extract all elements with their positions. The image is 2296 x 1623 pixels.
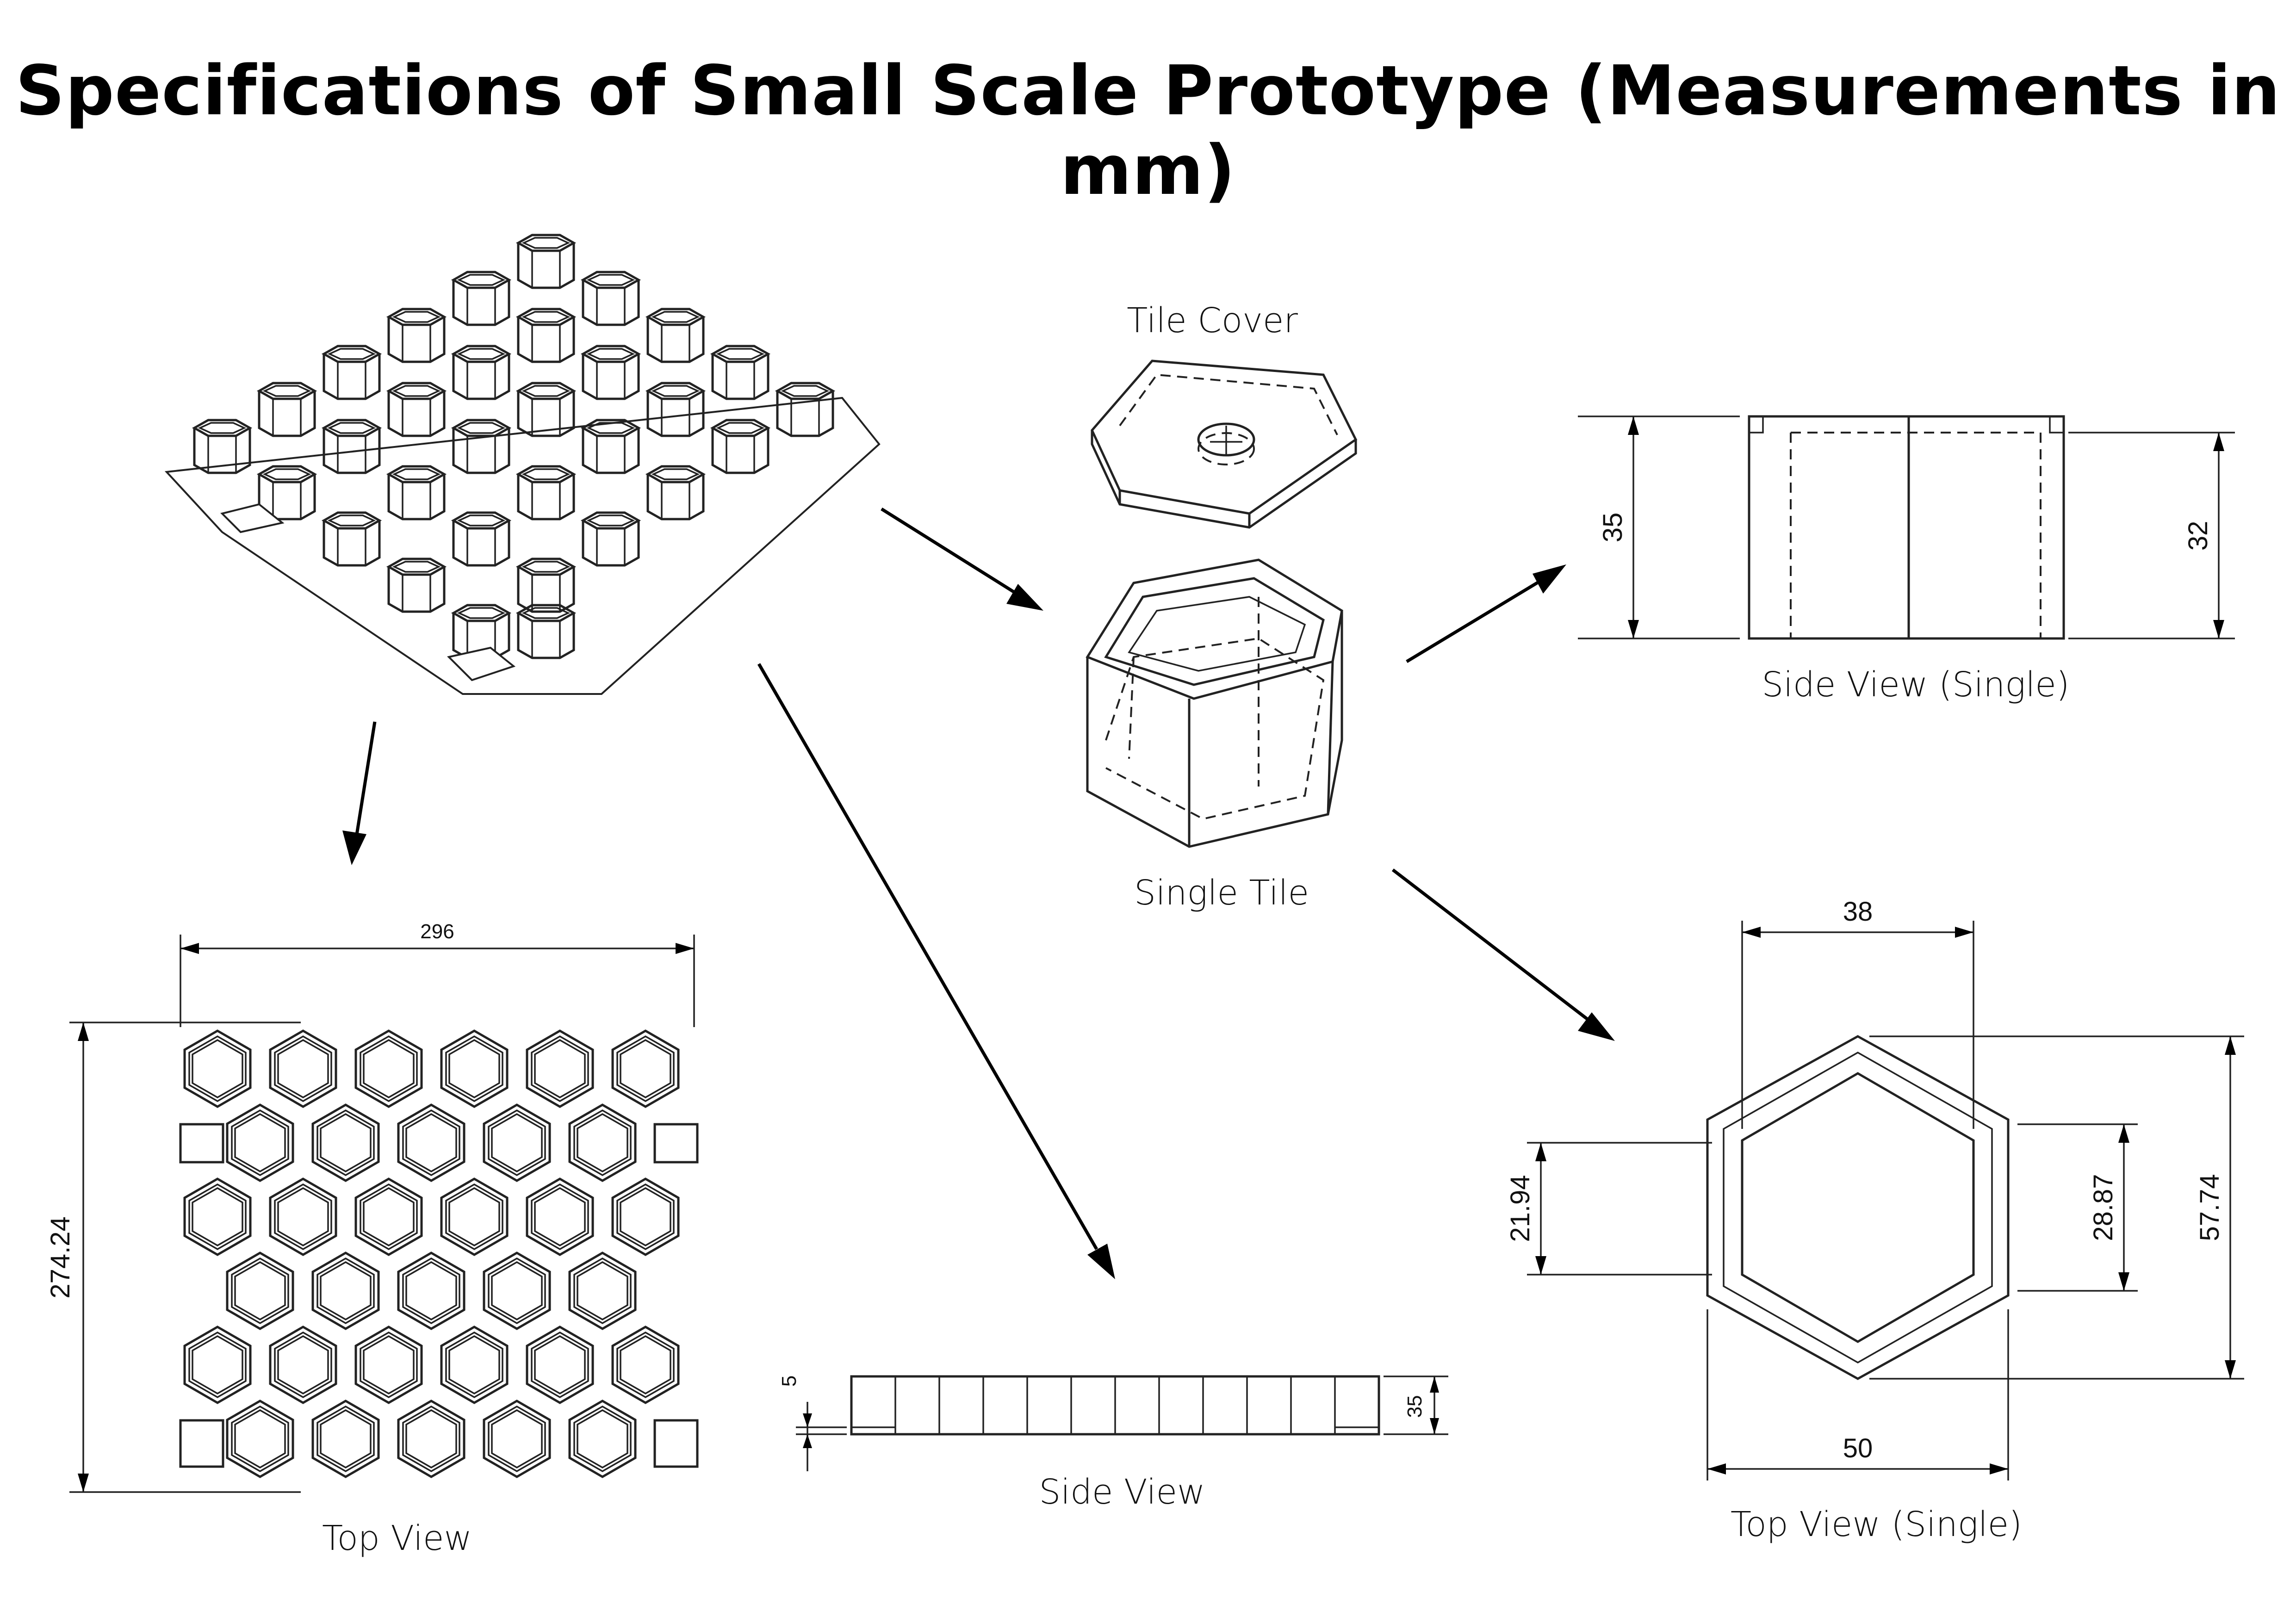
side-view-single-drawing xyxy=(1578,415,2235,640)
arrow-to-side-view-single xyxy=(1406,564,1566,663)
dim-single-top-outer-width: 50 xyxy=(1843,1433,1873,1463)
top-view-single-drawing xyxy=(1527,921,2244,1481)
isometric-assembly xyxy=(164,235,881,695)
dim-single-top-outer-height: 57.74 xyxy=(2195,1174,2225,1241)
dim-top-view-width: 296 xyxy=(420,920,454,943)
dim-single-top-side: 21.94 xyxy=(1505,1175,1535,1242)
caption-top-view-single: Top View (Single) xyxy=(1731,1505,2022,1544)
arrow-to-top-view xyxy=(342,721,377,865)
caption-side-view: Side View xyxy=(1039,1472,1205,1512)
tile-cover-drawing xyxy=(1091,359,1358,529)
dim-side-view-gap: 5 xyxy=(778,1375,800,1387)
dim-single-side-outer: 35 xyxy=(1598,513,1628,543)
caption-tile-cover: Tile Cover xyxy=(1127,301,1298,341)
dim-top-view-height: 274.24 xyxy=(45,1216,75,1298)
caption-top-view: Top View xyxy=(322,1518,472,1558)
side-view-drawing xyxy=(796,1375,1448,1471)
top-view-drawing xyxy=(69,935,699,1493)
arrow-to-top-view-single xyxy=(1391,868,1615,1041)
page-title: Specifications of Small Scale Prototype … xyxy=(15,51,2281,210)
arrow-to-side-view xyxy=(757,663,1115,1279)
dim-single-top-inner-height: 28.87 xyxy=(2088,1174,2118,1241)
caption-single-tile: Single Tile xyxy=(1134,873,1309,913)
single-tile-drawing xyxy=(1086,558,1343,848)
dim-single-top-inner-width: 38 xyxy=(1843,897,1873,927)
caption-side-view-single: Side View (Single) xyxy=(1762,665,2069,705)
arrow-to-single-tile xyxy=(881,508,1043,611)
dim-side-view-height: 35 xyxy=(1403,1395,1426,1418)
dim-single-side-inner: 32 xyxy=(2183,521,2213,551)
